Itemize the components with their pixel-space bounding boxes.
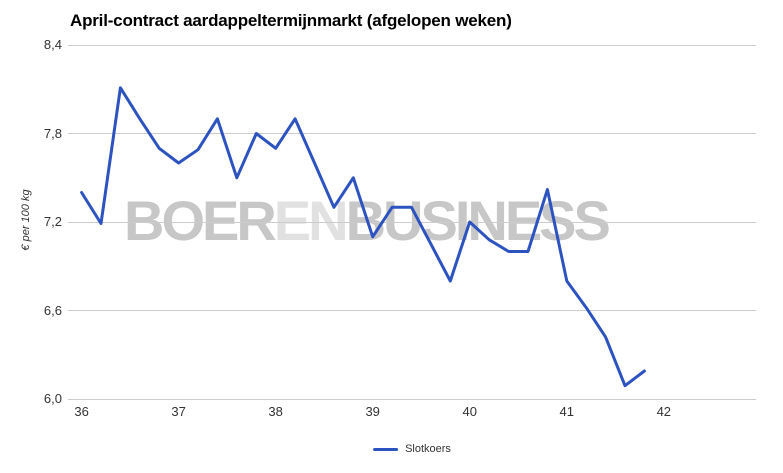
gridline <box>68 133 756 134</box>
x-tick-label: 38 <box>268 404 283 419</box>
y-tick-label: 7,8 <box>43 125 62 141</box>
y-tick-label: 6,6 <box>43 302 62 318</box>
chart-title: April-contract aardappeltermijnmarkt (af… <box>70 11 512 30</box>
y-tick-label: 8,4 <box>43 37 62 52</box>
legend-swatch <box>373 447 399 451</box>
x-tick-label: 40 <box>462 404 477 419</box>
gridline <box>68 44 756 46</box>
x-tick-label: 39 <box>365 404 380 419</box>
slotkoers-line <box>80 86 646 388</box>
gridline <box>68 398 756 400</box>
legend-item-slotkoers[interactable]: Slotkoers <box>373 443 451 455</box>
y-tick-label: 6,0 <box>43 391 62 406</box>
x-tick-label: 41 <box>559 404 574 419</box>
y-tick-label: 7,2 <box>43 214 62 229</box>
x-tick-label: 36 <box>74 404 89 419</box>
gridline <box>68 221 756 223</box>
watermark-part-business: BUSINESS <box>345 189 611 252</box>
legend-label: Slotkoers <box>405 443 451 455</box>
x-tick-label: 42 <box>656 404 672 419</box>
x-tick-label: 37 <box>171 404 186 419</box>
gridline <box>68 310 756 311</box>
watermark-part-boer: BOER <box>124 189 277 252</box>
